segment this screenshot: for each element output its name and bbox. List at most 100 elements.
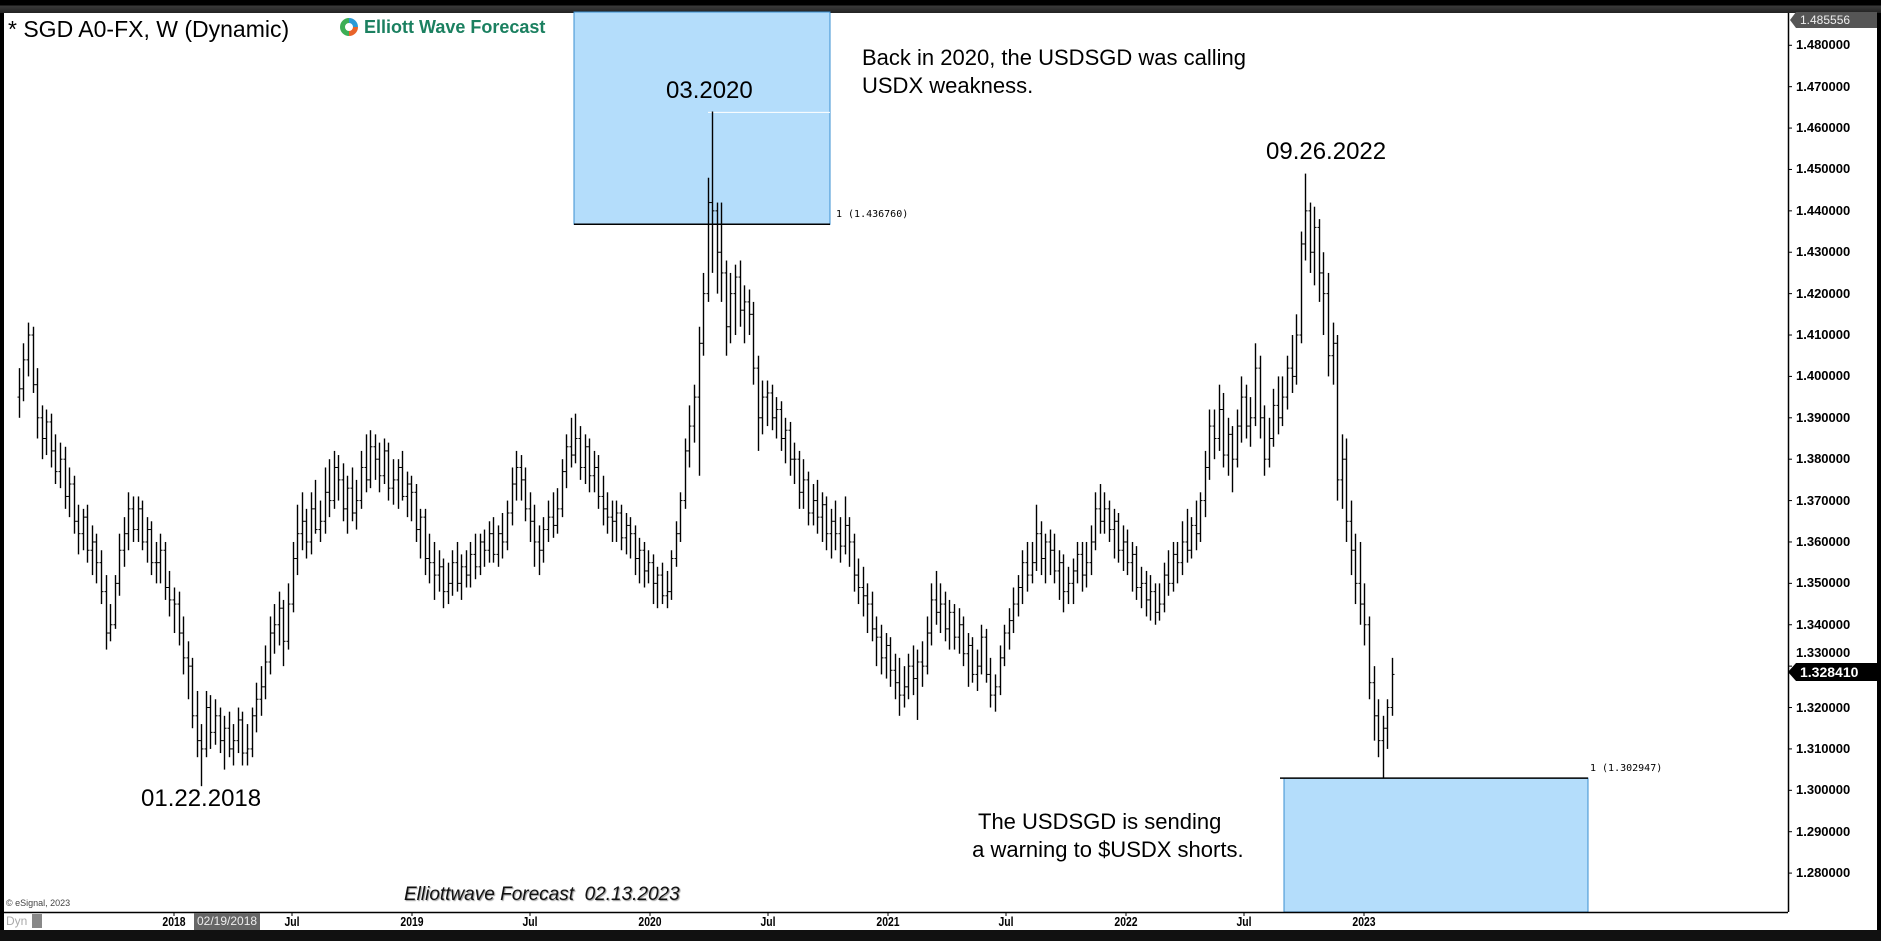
ohlc-bar — [218, 707, 223, 754]
ohlc-bar — [1075, 541, 1080, 584]
lock-icon[interactable] — [32, 914, 42, 928]
time-tick-label: 2019 — [400, 914, 424, 929]
crosshair-date-badge: 02/19/2018 — [194, 913, 261, 930]
ohlc-bar — [783, 417, 788, 464]
top-price-badge: 1.485556 — [1790, 12, 1877, 28]
ohlc-bar — [1180, 521, 1185, 576]
ohlc-bar — [811, 484, 816, 526]
ohlc-bar — [31, 326, 36, 393]
ohlc-bar — [1372, 666, 1377, 741]
ohlc-bar — [386, 442, 391, 501]
ohlc-bar — [318, 500, 323, 542]
lower-target-zone — [1283, 777, 1589, 913]
ohlc-bar — [195, 690, 200, 758]
ohlc-bar — [391, 459, 396, 505]
ohlc-bar — [1198, 492, 1203, 542]
ohlc-bar — [1121, 525, 1126, 571]
ohlc-bar — [58, 442, 63, 489]
dynamic-mode-label[interactable]: Dyn — [6, 914, 28, 928]
ohlc-bar — [541, 517, 546, 563]
ohlc-bar — [815, 479, 820, 534]
time-tick-label: Jul — [522, 914, 538, 929]
elliott-wave-logo: Elliott Wave Forecast — [338, 16, 545, 38]
ohlc-bar — [167, 570, 172, 617]
ohlc-bar — [81, 508, 86, 551]
ohlc-bar — [801, 459, 806, 509]
ohlc-bar — [938, 583, 943, 634]
ohlc-bar — [870, 591, 875, 642]
ohlc-bar — [1362, 583, 1367, 646]
ohlc-bar — [929, 583, 934, 646]
ohlc-bar — [400, 450, 405, 501]
price-tick-label: 1.340000 — [1796, 616, 1851, 632]
ohlc-bar — [633, 525, 638, 576]
price-tick-label: 1.280000 — [1796, 865, 1851, 881]
ohlc-bar — [199, 724, 204, 787]
ohlc-bar — [35, 368, 40, 439]
ohlc-bar — [309, 492, 314, 555]
ohlc-bar — [756, 355, 761, 451]
ohlc-bar — [208, 695, 213, 749]
ohlc-bar — [1125, 529, 1130, 576]
ohlc-bar — [1002, 624, 1007, 667]
price-tick-label: 1.300000 — [1796, 782, 1851, 798]
ohlc-bar — [1048, 529, 1053, 576]
price-tick-label: 1.350000 — [1796, 575, 1851, 591]
label-peak-2022: 09.26.2022 — [1266, 138, 1387, 165]
right-border — [1877, 13, 1881, 930]
ohlc-bar — [610, 500, 615, 542]
ohlc-bar — [1093, 492, 1098, 551]
chart-frame — [4, 13, 1877, 930]
ohlc-bar — [263, 645, 268, 700]
ohlc-bar — [441, 558, 446, 609]
ohlc-bar — [1285, 355, 1290, 410]
ohlc-bar — [44, 409, 49, 456]
ohlc-bar — [760, 380, 765, 435]
note-2023-line1: The USDSGD is sending — [978, 809, 1222, 834]
ohlc-bar — [332, 450, 337, 509]
ohlc-bar — [1175, 541, 1180, 584]
ohlc-bars — [17, 111, 1395, 787]
ohlc-bar — [915, 649, 920, 720]
chart-title: * SGD A0-FX, W (Dynamic) — [8, 16, 290, 42]
ohlc-bar — [1157, 583, 1162, 621]
ohlc-bar — [879, 624, 884, 675]
ohlc-bar — [806, 471, 811, 526]
ohlc-bar — [628, 517, 633, 559]
ohlc-bar — [382, 438, 387, 485]
ohlc-bar — [961, 616, 966, 667]
ohlc-bar — [979, 624, 984, 675]
ohlc-bar — [1217, 384, 1222, 451]
ohlc-bar — [1052, 533, 1057, 584]
ohlc-bar — [94, 533, 99, 584]
ohlc-bar — [1098, 484, 1103, 534]
ohlc-bar — [1267, 417, 1272, 468]
ohlc-bar — [824, 496, 829, 551]
ohlc-bar — [779, 401, 784, 451]
ohlc-bar — [496, 525, 501, 567]
ohlc-bar — [1276, 376, 1281, 435]
ohlc-bar — [1385, 699, 1390, 749]
ohlc-bar — [1066, 566, 1071, 605]
ohlc-bar — [1153, 583, 1158, 625]
ohlc-bar — [291, 541, 296, 613]
time-tick-label: Jul — [284, 914, 300, 929]
ohlc-bar — [204, 690, 209, 758]
ohlc-bar — [838, 517, 843, 563]
ohlc-bar — [697, 326, 702, 476]
ohlc-bar — [272, 604, 277, 654]
ohlc-bar — [1308, 202, 1313, 273]
ohlc-bar — [519, 455, 524, 501]
ohlc-bar — [1253, 343, 1258, 427]
price-tick-label: 1.290000 — [1796, 823, 1851, 839]
ohlc-bar — [186, 641, 191, 700]
ohlc-bar — [1299, 231, 1304, 344]
ohlc-bar — [970, 637, 975, 683]
ohlc-bar — [829, 508, 834, 559]
ohlc-bar — [40, 405, 45, 460]
ohlc-bar — [1189, 517, 1194, 559]
ohlc-bar — [396, 459, 401, 509]
ohlc-bar — [427, 533, 432, 584]
price-tick-label: 1.310000 — [1796, 740, 1851, 756]
